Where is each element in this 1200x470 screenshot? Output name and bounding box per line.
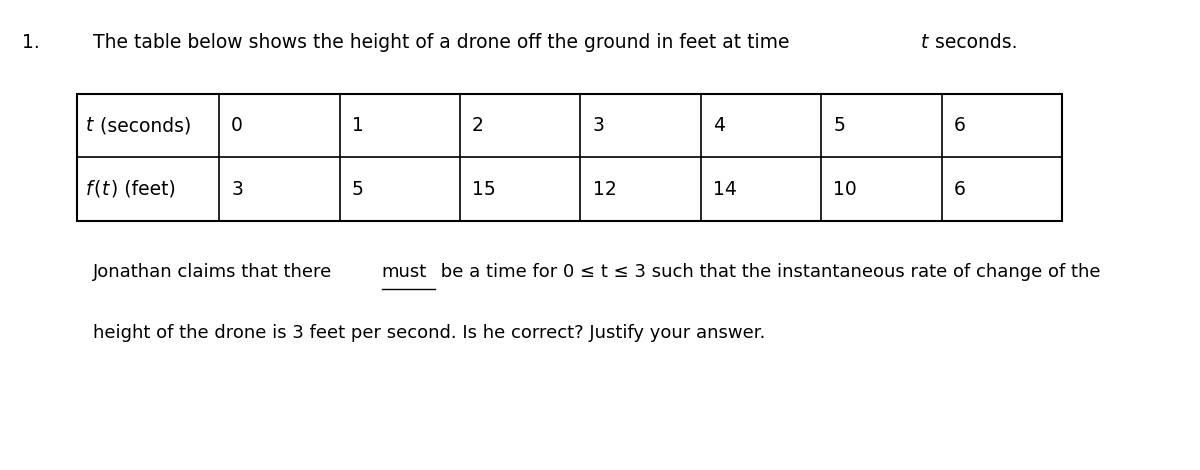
- Text: 12: 12: [593, 180, 617, 199]
- Text: be a time for 0 ≤ t ≤ 3 such that the instantaneous rate of change of the: be a time for 0 ≤ t ≤ 3 such that the in…: [434, 263, 1100, 281]
- Text: 1.: 1.: [22, 33, 40, 52]
- Text: 10: 10: [834, 180, 857, 199]
- Text: t: t: [85, 116, 92, 135]
- Text: t: t: [920, 33, 928, 52]
- Text: 3: 3: [232, 180, 242, 199]
- Text: f: f: [85, 180, 92, 199]
- Text: 2: 2: [472, 116, 484, 135]
- Text: 14: 14: [713, 180, 737, 199]
- Text: Jonathan claims that there: Jonathan claims that there: [94, 263, 338, 281]
- Text: height of the drone is 3 feet per second. Is he correct? Justify your answer.: height of the drone is 3 feet per second…: [94, 324, 766, 342]
- Text: 5: 5: [352, 180, 364, 199]
- Text: 1: 1: [352, 116, 364, 135]
- Text: 0: 0: [232, 116, 242, 135]
- Text: (seconds): (seconds): [94, 116, 191, 135]
- Text: 15: 15: [472, 180, 496, 199]
- Text: must: must: [382, 263, 427, 281]
- Text: (: (: [94, 180, 101, 199]
- Text: 4: 4: [713, 116, 725, 135]
- Text: The table below shows the height of a drone off the ground in feet at time: The table below shows the height of a dr…: [94, 33, 796, 52]
- Text: 5: 5: [834, 116, 845, 135]
- Text: seconds.: seconds.: [929, 33, 1018, 52]
- Text: ) (feet): ) (feet): [110, 180, 175, 199]
- Text: 3: 3: [593, 116, 605, 135]
- Text: 6: 6: [954, 116, 966, 135]
- Text: 6: 6: [954, 180, 966, 199]
- Text: t: t: [102, 180, 109, 199]
